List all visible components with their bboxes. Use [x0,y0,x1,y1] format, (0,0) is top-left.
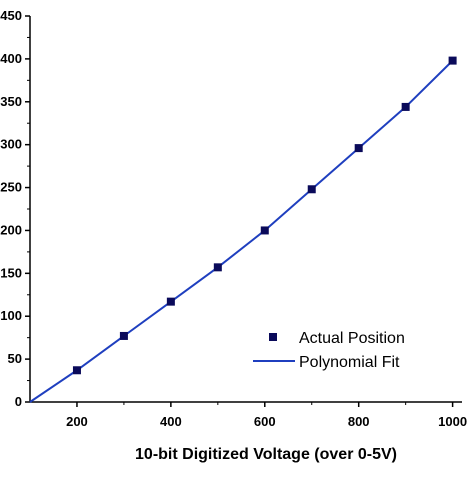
polynomial-fit-line [29,59,454,403]
y-tick-label: 300 [0,137,22,152]
y-tick-label: 0 [15,394,22,409]
legend-label-actual-position: Actual Position [299,330,405,347]
y-tick-label: 200 [0,222,22,237]
legend-label-polynomial-fit: Polynomial Fit [299,354,400,371]
legend: Actual Position Polynomial Fit [253,330,405,371]
fit-line-layer [29,59,454,403]
x-tick-label: 200 [66,414,88,429]
x-tick-label: 400 [160,414,182,429]
x-tick-label: 600 [254,414,276,429]
data-point [72,366,81,375]
data-point [354,144,363,153]
x-axis-title: 10-bit Digitized Voltage (over 0-5V) [135,446,397,463]
y-axis: 0 50 100 150 200 250 300 350 400 450 [0,8,30,409]
data-point [119,331,128,340]
data-point [260,226,269,235]
y-tick-label: 150 [0,265,22,280]
data-point [307,185,316,194]
x-tick-label: 800 [348,414,370,429]
y-tick-label: 250 [0,180,22,195]
data-point [166,297,175,306]
x-tick-label: 1000 [438,414,467,429]
points-layer [72,56,457,375]
data-point [401,102,410,111]
y-tick-label: 400 [0,51,22,66]
y-tick-label: 50 [8,351,22,366]
y-tick-label: 100 [0,308,22,323]
x-axis: 200 400 600 800 1000 [66,402,467,429]
y-tick-label: 350 [0,94,22,109]
data-point [213,263,222,272]
legend-marker-actual-position [269,333,277,341]
y-tick-label: 450 [0,8,22,23]
data-point [448,56,457,65]
